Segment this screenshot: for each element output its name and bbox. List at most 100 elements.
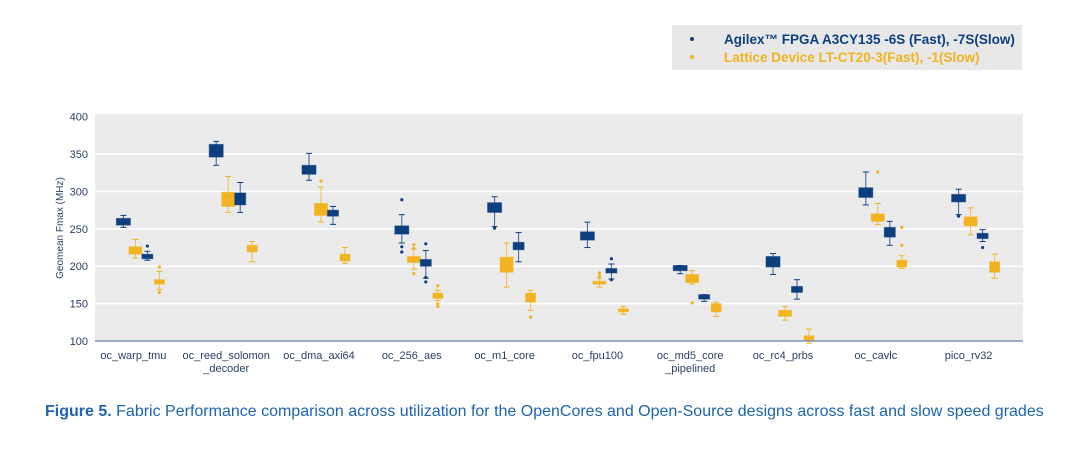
outlier-point	[424, 275, 428, 280]
box-lattice	[525, 289, 537, 319]
legend-marker-agilex	[690, 37, 694, 41]
outlier-point	[436, 305, 440, 309]
box-lattice	[870, 170, 885, 225]
outlier-point	[436, 302, 440, 306]
box-agilex	[858, 171, 874, 206]
outlier-point	[145, 244, 149, 248]
outlier-point	[157, 265, 161, 269]
box-iqr	[579, 231, 595, 241]
x-tick-label: oc_m1_core	[474, 350, 535, 362]
box-lattice	[896, 225, 908, 269]
outlier-point	[157, 290, 161, 295]
category-group	[301, 152, 351, 264]
box-lattice	[592, 271, 607, 288]
category-group	[115, 214, 165, 295]
outlier-point	[436, 284, 440, 288]
box-lattice	[246, 241, 258, 263]
x-tick-label: pico_rv32	[945, 350, 993, 362]
outlier-point	[690, 301, 694, 305]
outlier-point	[424, 242, 428, 246]
category-group	[579, 221, 629, 315]
y-axis-label: Geomean Fmax (MHz)	[55, 177, 66, 279]
y-tick-label: 350	[70, 149, 88, 161]
outlier-point	[412, 272, 416, 276]
x-tick-label: oc_reed_solomon	[182, 350, 269, 362]
box-iqr	[115, 217, 131, 226]
box-lattice	[989, 253, 1001, 279]
outlier-point	[957, 214, 961, 218]
figure-caption: Figure 5. Fabric Performance comparison …	[45, 401, 1045, 422]
outlier-point	[424, 280, 428, 284]
outlier-point	[876, 170, 880, 174]
x-tick-label: oc_cavlc	[854, 350, 897, 362]
category-group	[765, 253, 815, 344]
box-iqr	[803, 335, 815, 342]
box-lattice	[153, 265, 165, 295]
outlier-point	[900, 243, 904, 247]
y-tick-label: 200	[70, 261, 88, 273]
legend-label-agilex: Agilex™ FPGA A3CY135 -6S (Fast), -7S(Slo…	[724, 31, 1015, 47]
category-group	[951, 188, 1001, 279]
legend-marker-lattice	[690, 55, 694, 59]
category-group	[394, 198, 444, 309]
outlier-point	[400, 250, 404, 254]
box-agilex	[327, 205, 339, 225]
box-lattice	[339, 247, 351, 264]
caption-text: Fabric Performance comparison across uti…	[116, 403, 1044, 420]
outlier-point	[597, 274, 602, 278]
y-tick-label: 100	[70, 336, 88, 348]
outlier-point	[493, 226, 497, 230]
box-agilex	[791, 279, 803, 300]
box-agilex	[579, 221, 595, 249]
legend-item-lattice: Lattice Device LT-CT20-3(Fast), -1(Slow)	[672, 48, 980, 66]
box-agilex	[301, 152, 317, 181]
box-agilex	[672, 264, 688, 275]
box-lattice	[685, 270, 700, 305]
outlier-point	[400, 245, 404, 249]
box-agilex	[115, 214, 131, 228]
box-agilex	[512, 232, 525, 263]
box-iqr	[419, 259, 432, 267]
box-agilex	[976, 229, 989, 250]
box-iqr	[208, 143, 224, 158]
box-iqr	[685, 273, 700, 284]
box-agilex	[698, 294, 711, 302]
outlier-point	[609, 257, 614, 261]
box-iqr	[246, 244, 258, 253]
box-agilex	[487, 196, 503, 230]
box-agilex	[419, 242, 432, 284]
outlier-point	[597, 271, 602, 275]
figure-label: Figure 5.	[45, 403, 112, 420]
box-agilex	[141, 244, 154, 261]
outlier-point	[609, 278, 614, 282]
y-tick-label: 400	[70, 112, 88, 124]
category-group	[208, 140, 258, 263]
legend-item-agilex: Agilex™ FPGA A3CY135 -6S (Fast), -7S(Slo…	[672, 30, 1015, 48]
box-iqr	[432, 292, 444, 299]
box-lattice	[803, 328, 815, 344]
box-agilex	[234, 181, 247, 213]
category-group	[672, 264, 722, 317]
x-tick-label: oc_dma_axi64	[283, 350, 355, 362]
category-group	[858, 170, 908, 269]
outlier-point	[400, 198, 404, 202]
x-tick-label: _decoder	[202, 363, 249, 375]
box-lattice	[617, 306, 629, 315]
box-lattice	[432, 284, 444, 309]
box-lattice	[778, 306, 792, 321]
x-tick-label: oc_fpu100	[572, 350, 623, 362]
box-lattice	[499, 242, 514, 288]
legend-label-lattice: Lattice Device LT-CT20-3(Fast), -1(Slow)	[724, 49, 980, 65]
x-tick-label: oc_256_aes	[382, 350, 442, 362]
box-iqr	[672, 264, 688, 272]
x-tick-label: oc_rc4_prbs	[753, 350, 814, 362]
box-iqr	[221, 191, 236, 207]
y-tick-label: 300	[70, 186, 88, 198]
box-agilex	[765, 253, 781, 275]
outlier-point	[900, 225, 904, 229]
box-iqr	[234, 192, 247, 206]
box-iqr	[858, 187, 874, 198]
box-iqr	[487, 202, 503, 213]
legend: Agilex™ FPGA A3CY135 -6S (Fast), -7S(Slo…	[672, 25, 1022, 70]
